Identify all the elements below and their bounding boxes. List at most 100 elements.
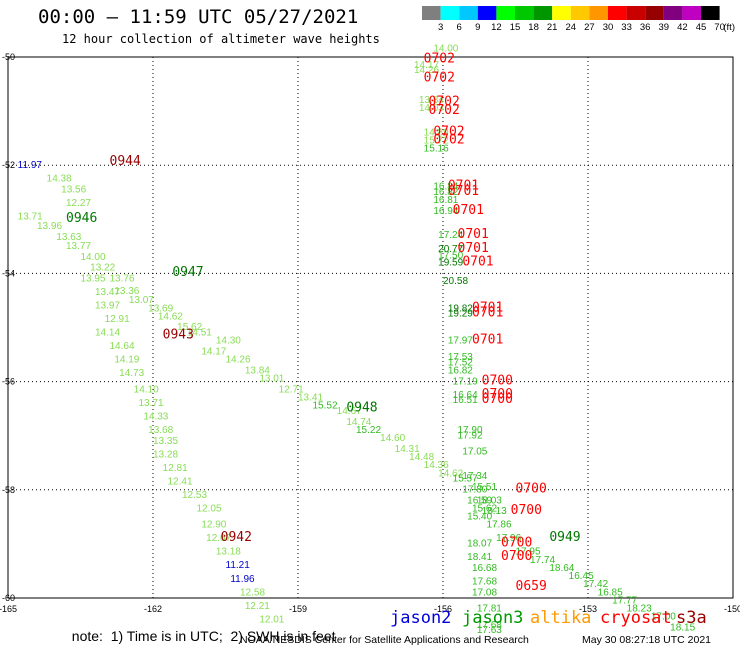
colorbar-swatch <box>422 6 441 20</box>
colorbar <box>422 6 720 20</box>
swh-value: 15.62 <box>177 322 202 333</box>
colorbar-label: 15 <box>509 22 521 33</box>
swh-value: 17.92 <box>458 430 483 441</box>
swh-value: 17.50 <box>438 250 463 261</box>
colorbar-swatch <box>645 6 664 20</box>
swh-value: 13.77 <box>66 241 91 252</box>
swh-value: 16.82 <box>448 365 473 376</box>
colorbar-label: 12 <box>491 22 502 33</box>
pass-time-label: 0701 <box>472 306 503 321</box>
swh-value: 15.22 <box>356 425 381 436</box>
swh-value: 16.85 <box>598 587 623 598</box>
lon-tick-label: -150 <box>724 604 740 614</box>
colorbar-swatch <box>589 6 608 20</box>
footer-credit: NOAA/NESDIS Center for Satellite Applica… <box>240 634 529 646</box>
swh-value: 12.58 <box>240 587 265 598</box>
swh-value: 13.18 <box>216 547 241 558</box>
pass-time-label: 0702 <box>433 133 464 148</box>
swh-value: 12.21 <box>245 601 270 612</box>
pass-time-label: 0701 <box>472 300 503 315</box>
swh-value: 12.67 <box>206 533 231 544</box>
lon-tick-label: -153 <box>579 604 597 614</box>
swh-value: 18.03 <box>477 495 502 506</box>
swh-value: 14.89 <box>424 127 449 138</box>
colorbar-swatch <box>496 6 515 20</box>
swh-value: 15.57 <box>453 474 478 485</box>
swh-value: 14.17 <box>201 347 226 358</box>
colorbar-swatch <box>477 6 497 20</box>
swh-value: 14.73 <box>119 368 144 379</box>
swh-value: 16.64 <box>453 390 478 401</box>
pass-time-label: 0659 <box>516 579 547 594</box>
swh-value: 13.95 <box>81 274 106 285</box>
swh-value: 18.07 <box>467 539 492 550</box>
swh-value: 13.84 <box>419 95 444 106</box>
swh-value: 13.63 <box>56 232 81 243</box>
swh-value: 19.82 <box>448 303 473 314</box>
pass-time-label: 0944 <box>110 154 141 169</box>
swh-value: 14.26 <box>226 355 251 366</box>
legend-s3a: s3a <box>676 608 707 628</box>
colorbar-label: 45 <box>695 22 707 33</box>
swh-value: 16.68 <box>472 563 497 574</box>
pass-time-label: 0701 <box>462 254 493 269</box>
colorbar-label: 24 <box>565 22 577 33</box>
swh-value: 14.67 <box>337 406 362 417</box>
swh-value: 17.80 <box>462 485 487 496</box>
swh-value: 14.60 <box>380 433 405 444</box>
swh-value: 14.48 <box>409 452 434 463</box>
pass-time-label: 0702 <box>424 70 455 85</box>
swh-value: 13.41 <box>298 393 323 404</box>
swh-value: 12.91 <box>105 314 130 325</box>
swh-value: 13.22 <box>90 263 115 274</box>
swh-value: 13.07 <box>129 295 154 306</box>
swh-value: 17.95 <box>516 547 541 558</box>
map-frame <box>7 56 734 599</box>
swh-value: 15.72 <box>424 136 449 147</box>
swh-value: 16.81 <box>433 195 458 206</box>
pass-time-label: 0702 <box>424 51 455 66</box>
swh-value: 12.81 <box>163 463 188 474</box>
colorbar-label: 30 <box>602 22 614 33</box>
swh-value: 19.59 <box>438 257 463 268</box>
colorbar-label: 3 <box>437 22 444 33</box>
footer-date: May 30 08:27:18 UTC 2021 <box>582 634 711 646</box>
swh-value: 17.34 <box>462 471 487 482</box>
lat-tick-label: -54 <box>2 268 15 278</box>
colorbar-swatch <box>701 6 720 20</box>
swh-value: 17.42 <box>583 579 608 590</box>
swh-value: 14.33 <box>143 411 168 422</box>
colorbar-swatch <box>515 6 534 20</box>
lat-tick-label: -56 <box>2 377 15 387</box>
legend-cryosat: cryosat <box>600 608 672 628</box>
lat-tick-label: -58 <box>2 485 15 495</box>
swh-value: 18.13 <box>482 506 507 517</box>
pass-time-label: 0701 <box>453 203 484 218</box>
swh-value: 17.19 <box>453 376 478 387</box>
pass-time-label: 0700 <box>482 387 513 402</box>
swh-value: 12.71 <box>279 384 304 395</box>
swh-value: 12.05 <box>197 503 222 514</box>
pass-time-label: 0701 <box>458 241 489 256</box>
swh-value: 17.68 <box>477 620 502 631</box>
swh-value: 14.00 <box>81 252 106 263</box>
swh-value: 17.68 <box>472 576 497 587</box>
lat-tick-label: -50 <box>2 52 15 62</box>
colorbar-swatch <box>608 6 627 20</box>
colorbar-label: 9 <box>475 22 481 33</box>
colorbar-label: 36 <box>639 22 651 33</box>
swh-value: 14.62 <box>438 468 463 479</box>
swh-value: 13.76 <box>110 274 135 285</box>
pass-time-label: 0700 <box>501 536 532 551</box>
swh-value: 14.30 <box>216 336 241 347</box>
colorbar-swatch <box>626 6 646 20</box>
colorbar-swatch <box>440 6 460 20</box>
swh-value: 13.69 <box>148 303 173 314</box>
swh-value: 11.96 <box>230 574 255 585</box>
pass-time-label: 0701 <box>448 179 479 194</box>
colorbar-labels: 3 6 9 12 15 18 21 24 27 30 33 36 39 42 45 70 (ft) <box>422 22 735 34</box>
swh-value: 16.59 <box>467 495 492 506</box>
swh-value: 18.41 <box>467 552 492 563</box>
pass-time-label: 0701 <box>458 227 489 242</box>
page-subtitle: 12 hour collection of altimeter wave hei… <box>62 32 380 46</box>
